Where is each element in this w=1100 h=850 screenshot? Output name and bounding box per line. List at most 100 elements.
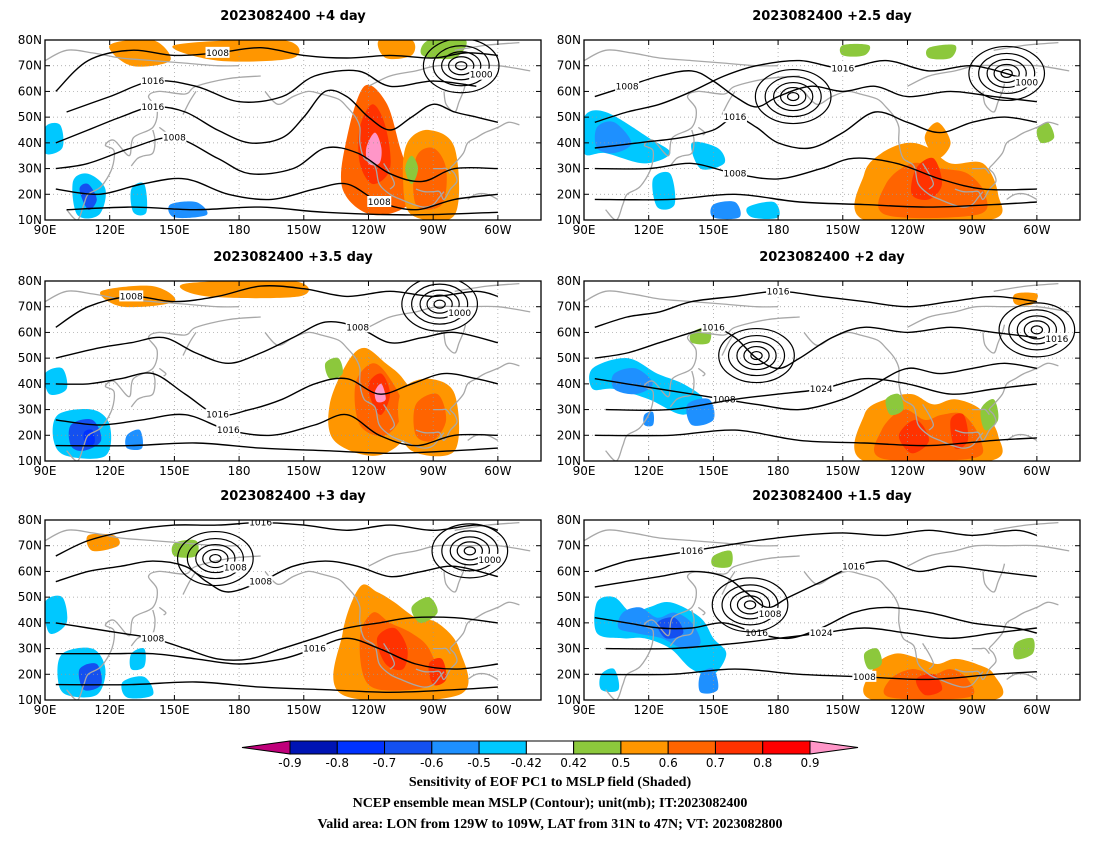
map-panel: 2023082400 +1.5 day 1016 1016 1016 1024 1008 1… xyxy=(557,489,1081,717)
low-pressure-ring xyxy=(401,281,479,332)
coastline xyxy=(443,83,467,113)
y-tick-label: 40N xyxy=(557,616,581,630)
x-tick-label: 60W xyxy=(484,223,511,237)
colorbar-arrow-low xyxy=(241,740,291,755)
isobar-label: 1008 xyxy=(249,578,272,588)
y-tick-label: 40N xyxy=(557,377,581,391)
x-tick-label: 150E xyxy=(159,703,190,717)
x-tick-label: 150W xyxy=(825,223,860,237)
isobar-label: 1008 xyxy=(853,673,876,683)
isobar-label: 1016 xyxy=(724,113,747,123)
y-tick-label: 80N xyxy=(557,33,581,47)
low-pressure-ring xyxy=(411,283,469,325)
sensitivity-region xyxy=(611,367,653,395)
x-tick-label: 120E xyxy=(94,464,125,478)
y-tick-label: 80N xyxy=(18,513,42,527)
x-tick-label: 90W xyxy=(959,223,986,237)
x-tick-label: 120W xyxy=(351,703,386,717)
colorbar-tick-label: 0.8 xyxy=(753,756,772,770)
coastline xyxy=(697,606,706,616)
x-tick-label: 150W xyxy=(286,464,321,478)
y-tick-label: 10N xyxy=(557,693,581,707)
y-tick-label: 80N xyxy=(18,33,42,47)
coastline xyxy=(922,643,935,670)
coastline xyxy=(697,367,706,377)
low-pressure-ring xyxy=(1008,309,1066,351)
sensitivity-region xyxy=(130,182,148,216)
y-tick-label: 10N xyxy=(557,454,581,468)
coastline xyxy=(954,362,1059,442)
isobar-label: 1016 xyxy=(680,547,703,557)
map-panel: 2023082400 +2.5 day 1016 1016 1008 1008 1000 9… xyxy=(557,9,1081,237)
x-tick-label: 120W xyxy=(351,223,386,237)
low-pressure-ring xyxy=(764,75,822,118)
low-pressure-ring xyxy=(195,543,236,574)
isobar-label: 1016 xyxy=(831,64,854,74)
colorbar-tick-label: -0.42 xyxy=(511,756,542,770)
coastline xyxy=(45,49,240,67)
isobar xyxy=(55,681,498,694)
coastline xyxy=(182,332,197,356)
y-tick-label: 60N xyxy=(18,564,42,578)
coastline xyxy=(433,167,451,175)
coastline xyxy=(584,290,779,308)
y-tick-label: 50N xyxy=(557,110,581,124)
isobar xyxy=(594,529,1038,573)
y-tick-label: 30N xyxy=(18,403,42,417)
low-pressure-ring xyxy=(718,327,795,384)
coastline xyxy=(383,643,396,670)
panel-title: 2023082400 +3.5 day xyxy=(213,250,373,265)
low-pressure-ring xyxy=(727,334,786,377)
sensitivity-region xyxy=(885,393,904,416)
isobar xyxy=(55,372,499,417)
y-tick-label: 70N xyxy=(18,59,42,73)
isobar xyxy=(55,521,499,557)
isobar-label: 1016 xyxy=(206,411,229,421)
isobar-label: 1000 xyxy=(448,309,471,319)
coastline xyxy=(130,370,156,408)
map-panels: 2023082400 +4 day10081016100810081016100… xyxy=(18,9,1081,717)
isobar-label: 1024 xyxy=(810,629,833,639)
y-tick-label: 10N xyxy=(18,213,42,227)
low-pressure-ring xyxy=(431,523,509,579)
x-tick-label: 150W xyxy=(825,703,860,717)
y-tick-label: 60N xyxy=(18,84,42,98)
coastline xyxy=(158,606,167,616)
coastline xyxy=(443,324,467,354)
colorbar-tick-label: -0.9 xyxy=(278,756,301,770)
sensitivity-region xyxy=(980,399,999,431)
coastline xyxy=(922,404,935,431)
colorbar-box xyxy=(762,740,811,755)
coastline xyxy=(158,367,167,377)
isobar xyxy=(66,69,477,113)
x-tick-label: 180 xyxy=(767,703,790,717)
sensitivity-region xyxy=(1036,122,1055,144)
sensitivity-region xyxy=(121,676,154,699)
coastline xyxy=(803,570,984,688)
isobar-label: 1016 xyxy=(1045,335,1068,345)
isobar-label: 1016 xyxy=(702,323,725,333)
panel-frame xyxy=(44,39,542,221)
y-tick-label: 60N xyxy=(557,325,581,339)
coastline xyxy=(972,647,990,655)
coastline xyxy=(66,555,261,700)
panel-frame xyxy=(583,39,1081,221)
y-tick-label: 20N xyxy=(557,187,581,201)
isobar xyxy=(594,362,1038,411)
low-pressure-ring xyxy=(422,40,500,94)
isobar-label: 1016 xyxy=(141,77,164,87)
coastline xyxy=(415,121,520,201)
x-tick-label: 120E xyxy=(633,223,664,237)
sensitivity-region xyxy=(405,155,419,184)
map-panel: 2023082400 +3.5 day 1008 1008 1016 1016 1000 9… xyxy=(18,250,542,478)
sensitivity-region xyxy=(711,550,733,568)
coastline xyxy=(415,601,520,681)
isobar xyxy=(594,290,1037,328)
sensitivity-region xyxy=(45,122,64,155)
x-tick-label: 60W xyxy=(484,464,511,478)
x-tick-label: 90W xyxy=(420,464,447,478)
y-tick-label: 40N xyxy=(18,136,42,150)
isobar xyxy=(55,413,498,447)
sensitivity-region xyxy=(109,40,171,67)
isobar xyxy=(66,206,498,216)
